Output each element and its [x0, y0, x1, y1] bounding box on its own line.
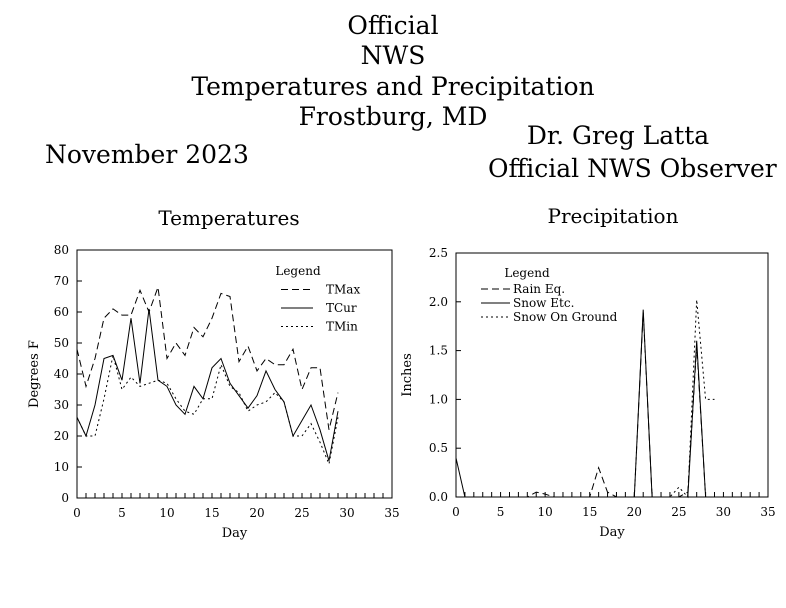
precip-ylabel: Inches — [400, 353, 415, 397]
temp-xtick-label: 15 — [204, 506, 219, 520]
precip-legend-title: Legend — [504, 266, 550, 280]
precip-ytick-label: 2.0 — [429, 295, 448, 309]
temp-ytick-label: 50 — [54, 336, 69, 350]
precip-xtick-label: 35 — [760, 505, 775, 519]
precip-ytick-label: 0.5 — [429, 441, 448, 455]
precip-plot-frame — [455, 252, 769, 498]
temp-ytick-label: 40 — [54, 367, 69, 381]
precip-legend-label: Rain Eq. — [513, 282, 565, 296]
title-line-1: Official — [347, 11, 439, 40]
precip-xtick-label: 10 — [538, 505, 553, 519]
precip-ytick-label: 0.0 — [429, 490, 448, 504]
temp-xtick-label: 30 — [339, 506, 354, 520]
observer-title: Official NWS Observer — [488, 154, 777, 183]
temp-xtick-label: 35 — [384, 506, 399, 520]
temp-ytick-label: 10 — [54, 460, 69, 474]
precip-xtick-label: 0 — [452, 505, 460, 519]
temp-series-tmin — [76, 355, 339, 466]
temp-series-tcur — [76, 308, 339, 461]
title-line-2: NWS — [360, 41, 426, 70]
month-label: November 2023 — [45, 140, 249, 169]
temp-ytick-label: 30 — [54, 398, 69, 412]
precip-legend-label: Snow On Ground — [513, 310, 618, 324]
precip-xtick-label: 30 — [716, 505, 731, 519]
temp-xtick-label: 10 — [159, 506, 174, 520]
title-line-3: Temperatures and Precipitation — [191, 72, 595, 101]
observer-name: Dr. Greg Latta — [526, 121, 710, 150]
precip-xlabel: Day — [599, 525, 625, 540]
precip-series-snow-on-ground — [456, 299, 715, 499]
precip-ytick-label: 2.5 — [429, 246, 448, 260]
temp-xtick-label: 0 — [73, 506, 81, 520]
precip-series-rain-eq- — [456, 311, 707, 498]
precip-legend-label: Snow Etc. — [513, 296, 574, 310]
temp-legend-label: TCur — [326, 301, 357, 315]
precip-series-snow-etc- — [455, 309, 707, 498]
temp-xtick-label: 25 — [294, 506, 309, 520]
temp-xlabel: Day — [222, 526, 248, 541]
temp-legend-label: TMax — [326, 283, 360, 297]
precip-ytick-label: 1.0 — [429, 392, 448, 406]
temp-ytick-label: 70 — [54, 274, 69, 288]
temp-ytick-label: 0 — [61, 491, 69, 505]
precip-ytick-label: 1.5 — [429, 344, 448, 358]
temp-ylabel: Degrees F — [27, 340, 42, 408]
temp-ytick-label: 20 — [54, 429, 69, 443]
temp-series-tmax — [76, 287, 339, 430]
temp-chart-title: Temperatures — [158, 206, 299, 230]
temp-ytick-label: 80 — [54, 243, 69, 257]
temp-xtick-label: 20 — [249, 506, 264, 520]
title-line-4: Frostburg, MD — [298, 102, 488, 131]
precip-xtick-label: 20 — [627, 505, 642, 519]
temp-ytick-label: 60 — [54, 305, 69, 319]
temp-legend-title: Legend — [275, 264, 321, 278]
precip-xtick-label: 25 — [671, 505, 686, 519]
precip-chart-title: Precipitation — [548, 204, 679, 228]
temp-legend-label: TMin — [326, 320, 358, 334]
temp-xtick-label: 5 — [118, 506, 126, 520]
precip-xtick-label: 15 — [582, 505, 597, 519]
precip-xtick-label: 5 — [497, 505, 505, 519]
